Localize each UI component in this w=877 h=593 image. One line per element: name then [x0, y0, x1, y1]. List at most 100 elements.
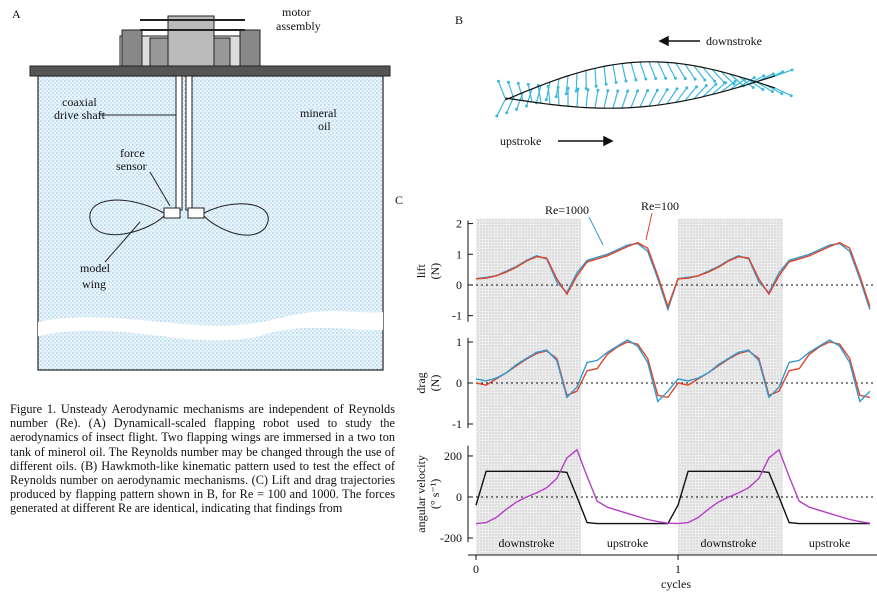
wing-dot	[596, 88, 600, 92]
y-tick-label: 0	[456, 490, 462, 504]
wing-dot	[624, 79, 628, 83]
annotation: coaxial	[62, 95, 97, 109]
wing-stick	[612, 64, 617, 83]
data-line	[475, 341, 871, 399]
wing-dot	[771, 72, 775, 76]
wing-stick	[630, 90, 639, 108]
wing-dot	[586, 88, 590, 92]
y-tick-label: 1	[456, 247, 462, 261]
wing-dot	[780, 92, 784, 96]
wing-dot	[770, 90, 774, 94]
wing-stick	[594, 68, 597, 87]
data-line	[475, 448, 871, 525]
y-axis-label: angular velocity	[414, 455, 428, 533]
wing-dot	[554, 95, 558, 99]
wing-stick	[612, 90, 619, 109]
arrow	[558, 135, 614, 147]
wing-dot	[733, 79, 737, 83]
annotation: motor	[282, 5, 311, 19]
wing-stick	[621, 90, 629, 109]
wing-stick	[774, 69, 793, 77]
y-tick-label: 200	[444, 449, 462, 463]
wing-dot	[506, 80, 510, 84]
wing-stick	[525, 88, 533, 107]
wing-dot	[616, 89, 620, 93]
wing-stick	[711, 82, 726, 95]
wing-stick	[684, 86, 697, 102]
wing-dot	[566, 86, 570, 90]
phase-label: downstroke	[701, 536, 757, 550]
wing-dot	[644, 77, 648, 81]
wing-dot	[645, 89, 649, 93]
y-tick-label: 1	[456, 335, 462, 349]
y-tick-label: -1	[452, 309, 462, 323]
wing-dot	[655, 88, 659, 92]
wing-dot	[675, 87, 679, 91]
wing-dot	[546, 84, 550, 88]
wing-stick	[496, 99, 506, 117]
wing-dot	[524, 104, 528, 108]
wing-stick	[657, 89, 668, 106]
wing-dot	[614, 81, 618, 85]
y-tick-label: 0	[456, 278, 462, 292]
wing-stick	[693, 85, 707, 100]
wing-dot	[673, 76, 677, 80]
data-line	[475, 241, 871, 309]
annotation: sensor	[116, 159, 147, 173]
wing-dot	[683, 77, 687, 81]
wing-stick	[630, 62, 637, 81]
x-tick-label: 0	[473, 562, 479, 576]
wing-dot	[724, 81, 728, 85]
wing-dot	[685, 86, 689, 90]
wing-stick	[527, 84, 533, 103]
legend-label: Re=100	[641, 199, 679, 213]
wing-stick	[675, 62, 686, 79]
wing-dot	[544, 98, 548, 102]
wing-dot	[505, 111, 509, 115]
wing-stick	[537, 85, 542, 104]
annotation: assembly	[276, 19, 321, 33]
wing-stick	[720, 80, 736, 93]
wing-dot	[556, 85, 560, 89]
wing-dot	[703, 78, 707, 82]
wing-dot	[604, 82, 608, 86]
wing-stick	[497, 81, 506, 99]
wing-stick	[666, 62, 676, 79]
wing-stick	[648, 61, 657, 79]
annotation: oil	[318, 119, 331, 133]
wing-stick	[666, 88, 678, 105]
x-tick-label: 1	[675, 562, 681, 576]
y-axis-label: (° s⁻¹)	[428, 479, 442, 509]
annotation: downstroke	[706, 34, 762, 48]
wing-dot	[636, 89, 640, 93]
y-tick-label: -200	[440, 531, 462, 545]
wing-dot	[526, 82, 530, 86]
wing-dot	[752, 76, 756, 80]
wing-dot	[516, 81, 520, 85]
wing-dot	[634, 78, 638, 82]
y-tick-label: 2	[456, 217, 462, 231]
wing-stick	[575, 72, 578, 92]
wing-dot	[693, 77, 697, 81]
annotation: model	[80, 261, 111, 275]
panel-label: C	[395, 193, 403, 207]
panel-label: A	[12, 7, 21, 21]
wing-stick	[702, 67, 716, 82]
annotation: mineral	[300, 106, 337, 120]
y-axis-label: (N)	[428, 375, 442, 392]
wing-dot	[495, 114, 499, 118]
annotation: force	[120, 146, 145, 160]
wing-stick	[729, 73, 745, 87]
wing-dot	[751, 86, 755, 90]
wing-stick	[585, 89, 589, 108]
wing-stick	[639, 90, 649, 108]
phase-label: downstroke	[499, 536, 555, 550]
shaded-span	[678, 218, 784, 555]
wing-dot	[496, 79, 500, 83]
wing-stick	[648, 89, 658, 107]
wing-dot	[574, 89, 578, 93]
wing-dot	[713, 79, 717, 83]
wing-dot	[626, 89, 630, 93]
